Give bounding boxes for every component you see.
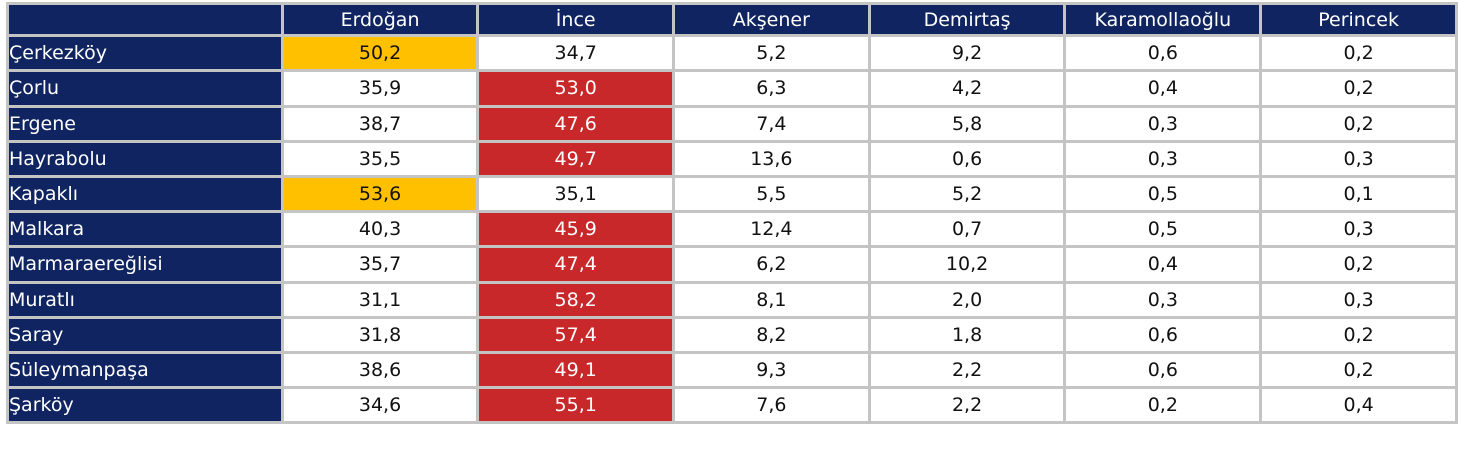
value-cell: 5,2 bbox=[870, 177, 1067, 214]
value-cell: 31,1 bbox=[283, 283, 480, 319]
results-table: Erdoğan İnce Akşener Demirtaş Karamollao… bbox=[6, 2, 1458, 425]
district-name: Çerkezköy bbox=[6, 37, 284, 73]
value-cell: 0,6 bbox=[1066, 318, 1263, 354]
value-cell: 0,3 bbox=[1262, 283, 1458, 319]
header-row: Erdoğan İnce Akşener Demirtaş Karamollao… bbox=[6, 2, 1458, 38]
district-name: Süleymanpaşa bbox=[6, 353, 284, 390]
value-cell: 0,1 bbox=[1262, 177, 1458, 214]
table-row: Marmaraereğlisi 35,7 47,4 6,2 10,2 0,4 0,2 bbox=[6, 248, 1458, 284]
value-cell: 38,7 bbox=[283, 107, 480, 143]
table-row: Ergene 38,7 47,6 7,4 5,8 0,3 0,2 bbox=[6, 107, 1458, 143]
value-cell: 34,7 bbox=[479, 37, 675, 73]
value-cell: 0,5 bbox=[1066, 213, 1263, 249]
district-name: Hayrabolu bbox=[6, 142, 284, 178]
winning-value-cell: 50,2 bbox=[283, 37, 480, 73]
value-cell: 0,2 bbox=[1262, 353, 1458, 390]
winning-value-cell: 47,4 bbox=[479, 248, 675, 284]
table-row: Malkara 40,3 45,9 12,4 0,7 0,5 0,3 bbox=[6, 213, 1458, 249]
value-cell: 0,3 bbox=[1262, 142, 1458, 178]
column-header-erdogan: Erdoğan bbox=[283, 2, 480, 38]
winning-value-cell: 49,7 bbox=[479, 142, 675, 178]
value-cell: 0,4 bbox=[1066, 248, 1263, 284]
value-cell: 38,6 bbox=[283, 353, 480, 390]
value-cell: 35,1 bbox=[479, 177, 675, 214]
table-body: Çerkezköy 50,2 34,7 5,2 9,2 0,6 0,2 Çorlu 35,9 53… bbox=[6, 37, 1458, 425]
value-cell: 2,2 bbox=[870, 389, 1067, 425]
value-cell: 35,5 bbox=[283, 142, 480, 178]
value-cell: 0,6 bbox=[870, 142, 1067, 178]
corner-cell bbox=[6, 2, 284, 38]
value-cell: 12,4 bbox=[675, 213, 871, 249]
value-cell: 0,2 bbox=[1066, 389, 1263, 425]
value-cell: 0,4 bbox=[1066, 72, 1263, 108]
value-cell: 10,2 bbox=[870, 248, 1067, 284]
table-row: Hayrabolu 35,5 49,7 13,6 0,6 0,3 0,3 bbox=[6, 142, 1458, 178]
value-cell: 6,3 bbox=[675, 72, 871, 108]
winning-value-cell: 58,2 bbox=[479, 283, 675, 319]
value-cell: 5,2 bbox=[675, 37, 871, 73]
value-cell: 35,7 bbox=[283, 248, 480, 284]
value-cell: 0,4 bbox=[1262, 389, 1458, 425]
value-cell: 9,2 bbox=[870, 37, 1067, 73]
value-cell: 0,3 bbox=[1262, 213, 1458, 249]
winning-value-cell: 55,1 bbox=[479, 389, 675, 425]
value-cell: 8,1 bbox=[675, 283, 871, 319]
table-row: Muratlı 31,1 58,2 8,1 2,0 0,3 0,3 bbox=[6, 283, 1458, 319]
value-cell: 0,6 bbox=[1066, 37, 1263, 73]
value-cell: 7,4 bbox=[675, 107, 871, 143]
value-cell: 35,9 bbox=[283, 72, 480, 108]
table-row: Süleymanpaşa 38,6 49,1 9,3 2,2 0,6 0,2 bbox=[6, 353, 1458, 390]
winning-value-cell: 47,6 bbox=[479, 107, 675, 143]
value-cell: 40,3 bbox=[283, 213, 480, 249]
value-cell: 5,8 bbox=[870, 107, 1067, 143]
value-cell: 0,3 bbox=[1066, 283, 1263, 319]
value-cell: 0,2 bbox=[1262, 248, 1458, 284]
value-cell: 2,0 bbox=[870, 283, 1067, 319]
value-cell: 8,2 bbox=[675, 318, 871, 354]
district-name: Muratlı bbox=[6, 283, 284, 319]
winning-value-cell: 57,4 bbox=[479, 318, 675, 354]
value-cell: 13,6 bbox=[675, 142, 871, 178]
value-cell: 34,6 bbox=[283, 389, 480, 425]
value-cell: 6,2 bbox=[675, 248, 871, 284]
value-cell: 4,2 bbox=[870, 72, 1067, 108]
column-header-aksener: Akşener bbox=[675, 2, 871, 38]
value-cell: 2,2 bbox=[870, 353, 1067, 390]
column-header-karamollaoglu: Karamollaoğlu bbox=[1066, 2, 1263, 38]
district-name: Ergene bbox=[6, 107, 284, 143]
district-name: Şarköy bbox=[6, 389, 284, 425]
value-cell: 0,3 bbox=[1066, 107, 1263, 143]
district-name: Kapaklı bbox=[6, 177, 284, 214]
value-cell: 0,2 bbox=[1262, 37, 1458, 73]
table-row: Kapaklı 53,6 35,1 5,5 5,2 0,5 0,1 bbox=[6, 177, 1458, 214]
table-row: Saray 31,8 57,4 8,2 1,8 0,6 0,2 bbox=[6, 318, 1458, 354]
results-table-container: Erdoğan İnce Akşener Demirtaş Karamollao… bbox=[6, 2, 1458, 425]
value-cell: 0,2 bbox=[1262, 72, 1458, 108]
district-name: Saray bbox=[6, 318, 284, 354]
value-cell: 7,6 bbox=[675, 389, 871, 425]
district-name: Malkara bbox=[6, 213, 284, 249]
column-header-ince: İnce bbox=[479, 2, 675, 38]
value-cell: 5,5 bbox=[675, 177, 871, 214]
value-cell: 0,3 bbox=[1066, 142, 1263, 178]
value-cell: 0,6 bbox=[1066, 353, 1263, 390]
value-cell: 0,2 bbox=[1262, 107, 1458, 143]
winning-value-cell: 49,1 bbox=[479, 353, 675, 390]
value-cell: 0,5 bbox=[1066, 177, 1263, 214]
winning-value-cell: 53,0 bbox=[479, 72, 675, 108]
value-cell: 0,2 bbox=[1262, 318, 1458, 354]
winning-value-cell: 45,9 bbox=[479, 213, 675, 249]
value-cell: 0,7 bbox=[870, 213, 1067, 249]
value-cell: 1,8 bbox=[870, 318, 1067, 354]
value-cell: 31,8 bbox=[283, 318, 480, 354]
district-name: Marmaraereğlisi bbox=[6, 248, 284, 284]
table-row: Çerkezköy 50,2 34,7 5,2 9,2 0,6 0,2 bbox=[6, 37, 1458, 73]
table-row: Çorlu 35,9 53,0 6,3 4,2 0,4 0,2 bbox=[6, 72, 1458, 108]
column-header-perincek: Perincek bbox=[1262, 2, 1458, 38]
district-name: Çorlu bbox=[6, 72, 284, 108]
value-cell: 9,3 bbox=[675, 353, 871, 390]
winning-value-cell: 53,6 bbox=[283, 177, 480, 214]
column-header-demirtas: Demirtaş bbox=[870, 2, 1067, 38]
table-row: Şarköy 34,6 55,1 7,6 2,2 0,2 0,4 bbox=[6, 389, 1458, 425]
